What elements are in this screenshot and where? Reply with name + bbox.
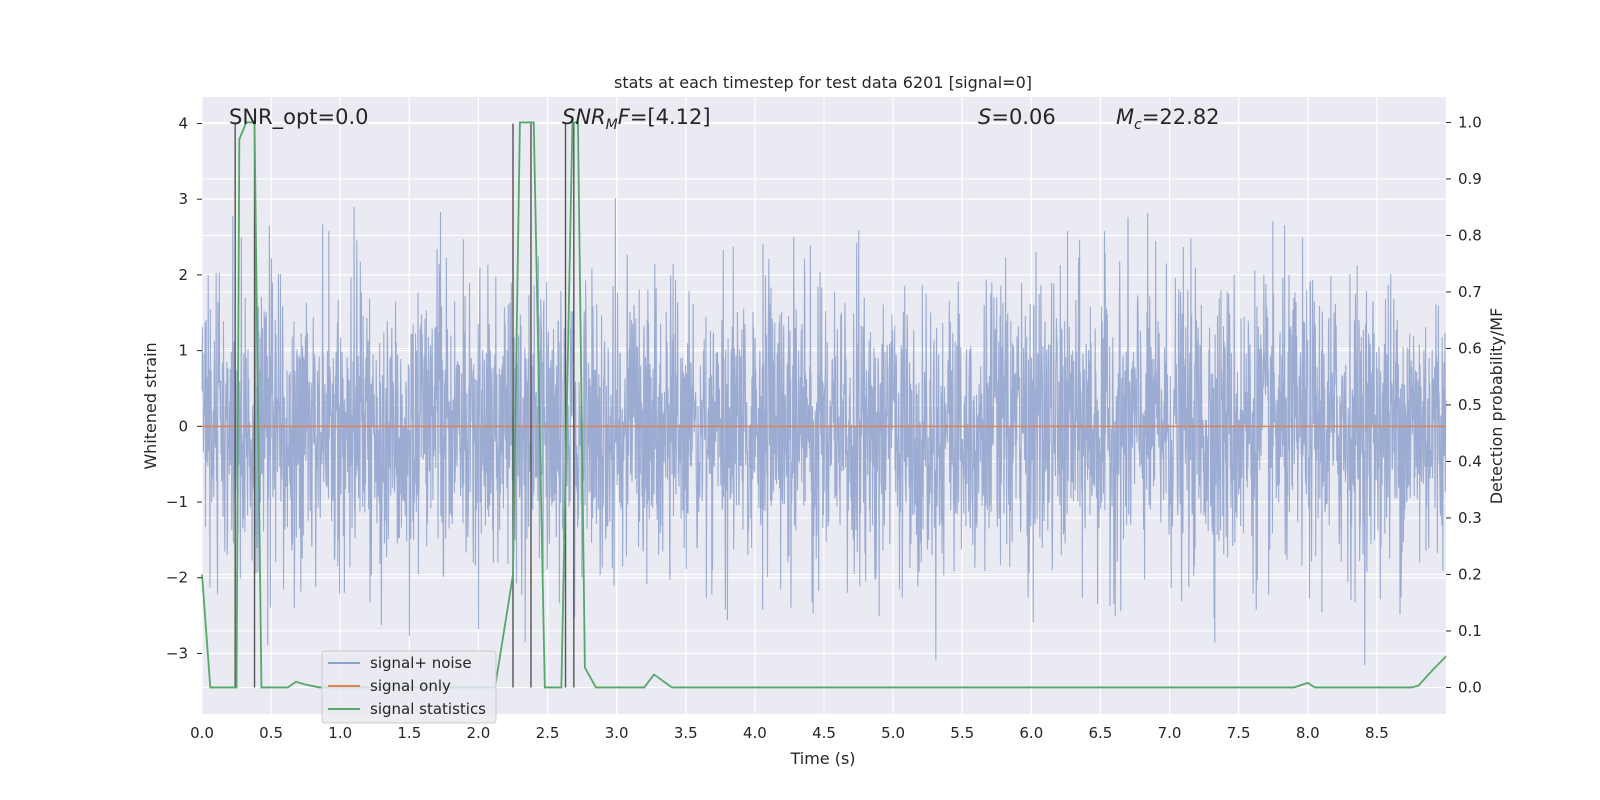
snr-mf-annotation: SNRMF=[4.12] — [562, 105, 711, 133]
x-tick-label: 8.0 — [1296, 724, 1320, 742]
y-tick-label: −2 — [166, 569, 188, 587]
x-tick-label: 8.5 — [1365, 724, 1389, 742]
y-tick-label-right: 0.0 — [1458, 678, 1482, 696]
x-tick-label: 0.5 — [259, 724, 283, 742]
y-tick-label-right: 0.9 — [1458, 170, 1482, 188]
snr-opt-annotation: SNR_opt=0.0 — [229, 105, 369, 130]
x-tick-label: 2.5 — [536, 724, 560, 742]
y-tick-label: 4 — [178, 114, 188, 132]
mc-base: M — [1116, 105, 1134, 129]
x-tick-label: 6.0 — [1019, 724, 1043, 742]
y-tick-label-right: 0.3 — [1458, 509, 1482, 527]
y-tick-label-right: 0.1 — [1458, 622, 1482, 640]
y-tick-label-right: 0.6 — [1458, 339, 1482, 357]
snr-mf-value: =[4.12] — [630, 105, 711, 129]
x-tick-label: 5.5 — [950, 724, 974, 742]
x-tick-label: 7.0 — [1158, 724, 1182, 742]
mc-sub: c — [1134, 117, 1142, 133]
y-tick-label-right: 0.7 — [1458, 283, 1482, 301]
y-axis-label-right: Detection probability/MF — [1487, 308, 1506, 505]
y-tick-label-right: 0.5 — [1458, 396, 1482, 414]
legend: signal+ noise signal only signal statist… — [321, 650, 497, 724]
chart-title: stats at each timestep for test data 620… — [614, 73, 1032, 92]
y-tick-label-right: 1.0 — [1458, 113, 1482, 131]
mc-value: =22.82 — [1142, 105, 1220, 129]
y-tick-label: −1 — [166, 493, 188, 511]
y-tick-label-right: 0.8 — [1458, 226, 1482, 244]
mc-annotation: Mc=22.82 — [1116, 105, 1220, 133]
x-tick-label: 7.5 — [1227, 724, 1251, 742]
x-tick-label: 3.0 — [605, 724, 629, 742]
x-tick-label: 4.5 — [812, 724, 836, 742]
snr-mf-base: SNR — [562, 105, 606, 129]
x-tick-label: 0.0 — [190, 724, 214, 742]
x-tick-label: 1.0 — [328, 724, 352, 742]
s-value: =0.06 — [991, 105, 1055, 129]
snr-mf-f: F — [618, 105, 631, 129]
legend-label-statistics: signal statistics — [370, 700, 486, 718]
y-tick-label-right: 0.4 — [1458, 452, 1482, 470]
s-var: S — [978, 105, 991, 129]
x-axis-label: Time (s) — [789, 749, 855, 768]
legend-label-signal-only: signal only — [370, 677, 451, 695]
y-tick-label-right: 0.2 — [1458, 565, 1482, 583]
x-tick-label: 1.5 — [397, 724, 421, 742]
x-tick-label: 4.0 — [743, 724, 767, 742]
snr-mf-sub: M — [606, 117, 618, 133]
signal-noise-series — [201, 198, 1447, 666]
y-tick-label: 2 — [178, 266, 188, 284]
x-tick-label: 5.0 — [881, 724, 905, 742]
legend-label-noise: signal+ noise — [370, 654, 472, 672]
y-tick-label: 1 — [178, 342, 188, 360]
y-axis-label: Whitened strain — [141, 342, 160, 469]
x-tick-label: 3.5 — [674, 724, 698, 742]
x-tick-label: 2.0 — [467, 724, 491, 742]
y-tick-label: −3 — [166, 644, 188, 662]
s-annotation: S=0.06 — [978, 105, 1056, 129]
y-tick-label: 3 — [178, 190, 188, 208]
x-tick-label: 6.5 — [1089, 724, 1113, 742]
signal-statistics-series — [201, 121, 1447, 689]
y-tick-label: 0 — [178, 417, 188, 435]
legend-box — [321, 650, 497, 724]
